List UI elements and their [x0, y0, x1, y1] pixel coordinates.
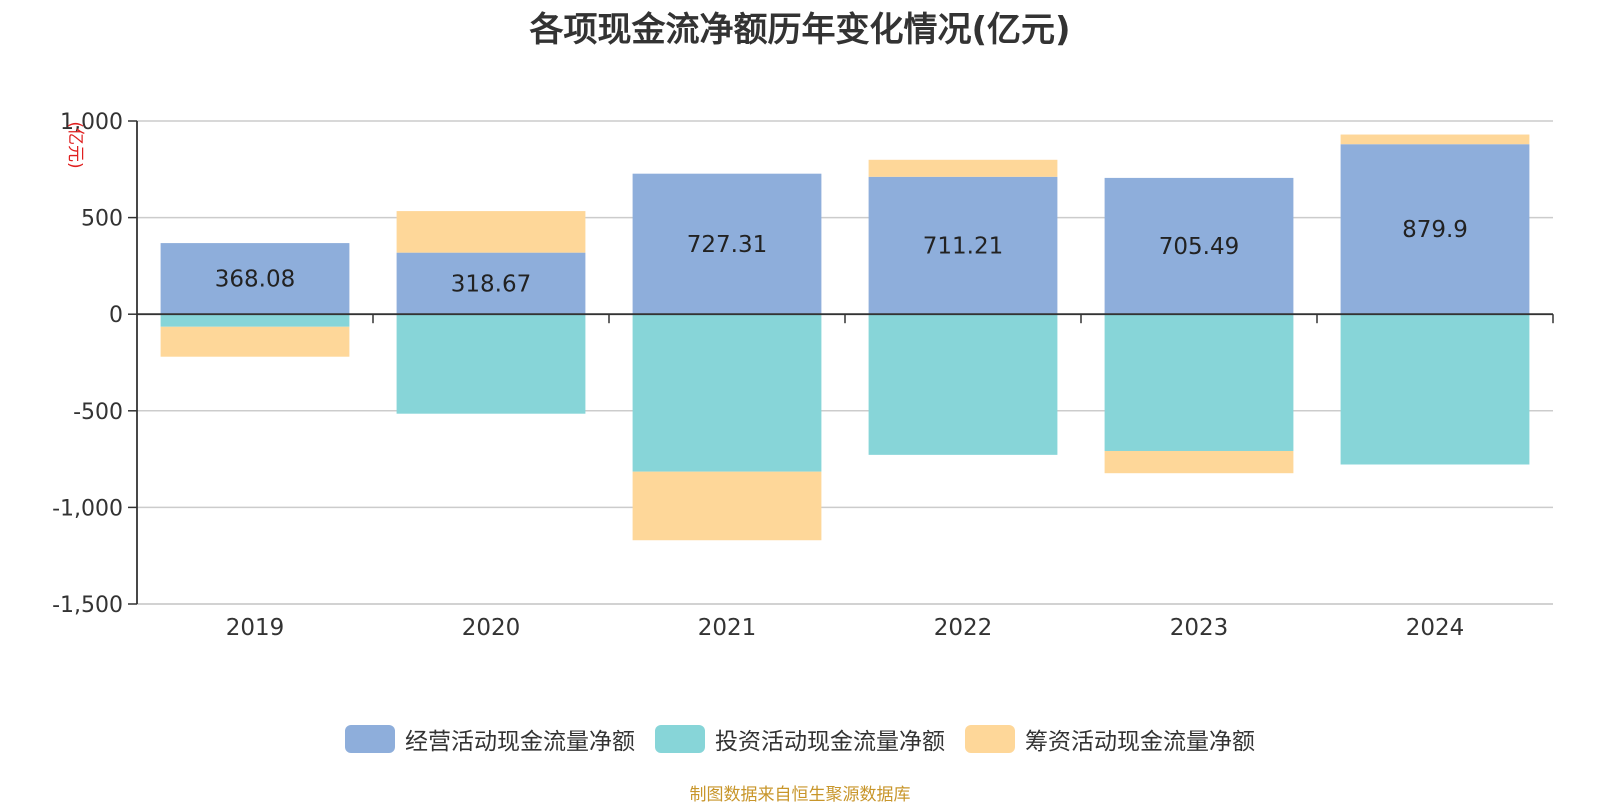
y-tick-label: 0 [109, 303, 123, 328]
y-tick-label: -500 [73, 400, 123, 425]
x-tick-label: 2023 [1170, 615, 1229, 641]
data-label-2022: 711.21 [923, 233, 1003, 259]
bar-2023-series-1 [1104, 177, 1294, 315]
bar-2020-series-3 [396, 211, 586, 253]
bar-2023-series-3 [1104, 450, 1294, 474]
bar-2020-series-2 [396, 314, 586, 414]
bar-2021-series-3 [632, 471, 822, 541]
data-label-2019: 368.08 [215, 267, 295, 293]
x-tick-label: 2019 [226, 615, 285, 641]
bar-2022-series-1 [868, 176, 1058, 315]
x-tick-label: 2020 [462, 615, 521, 641]
legend-label: 经营活动现金流量净额 [405, 729, 635, 755]
legend-swatch [655, 725, 705, 753]
legend-swatch [345, 725, 395, 753]
chart-plot-area: 1,000 500 0 -500 -1,000 -1,500 (亿元) 368.08 2019 3… [52, 110, 1554, 641]
bar-2024-series-2 [1340, 314, 1530, 465]
x-tick-label: 2022 [934, 615, 993, 641]
data-label-2021: 727.31 [687, 232, 767, 258]
data-label-2024: 879.9 [1402, 217, 1468, 243]
bar-2021-series-1 [632, 173, 822, 315]
source-note: 制图数据来自恒生聚源数据库 [689, 785, 911, 805]
y-tick-label: -1,500 [52, 593, 123, 618]
y-tick-label: -1,000 [52, 496, 123, 521]
chart-title: 各项现金流净额历年变化情况(亿元) [529, 10, 1071, 50]
data-label-2020: 318.67 [451, 271, 531, 297]
bar-2019-series-2 [160, 314, 350, 327]
chart-legend: 经营活动现金流量净额 投资活动现金流量净额 筹资活动现金流量净额 [0, 722, 1600, 756]
bar-2024-series-1 [1340, 144, 1530, 315]
legend-item-2[interactable]: 投资活动现金流量净额 [655, 722, 945, 756]
y-tick-label: 500 [81, 207, 123, 232]
legend-item-3[interactable]: 筹资活动现金流量净额 [965, 722, 1255, 756]
bar-2023-series-2 [1104, 314, 1294, 451]
bar-2022-series-2 [868, 314, 1058, 455]
bar-2021-series-2 [632, 314, 822, 472]
bar-2022-series-3 [868, 159, 1058, 177]
bar-2019-series-3 [160, 326, 350, 357]
bar-2019-series-1 [160, 243, 350, 315]
y-axis-label: (亿元) [65, 121, 85, 168]
bar-2020-series-1 [396, 252, 586, 315]
data-label-2023: 705.49 [1159, 234, 1239, 260]
legend-label: 投资活动现金流量净额 [715, 729, 945, 755]
legend-item-1[interactable]: 经营活动现金流量净额 [345, 722, 635, 756]
x-tick-label: 2021 [698, 615, 757, 641]
legend-label: 筹资活动现金流量净额 [1025, 729, 1255, 755]
bar-2024-series-3 [1340, 134, 1530, 145]
y-tick-label: 1,000 [60, 110, 123, 135]
x-tick-label: 2024 [1406, 615, 1465, 641]
legend-swatch [965, 725, 1015, 753]
